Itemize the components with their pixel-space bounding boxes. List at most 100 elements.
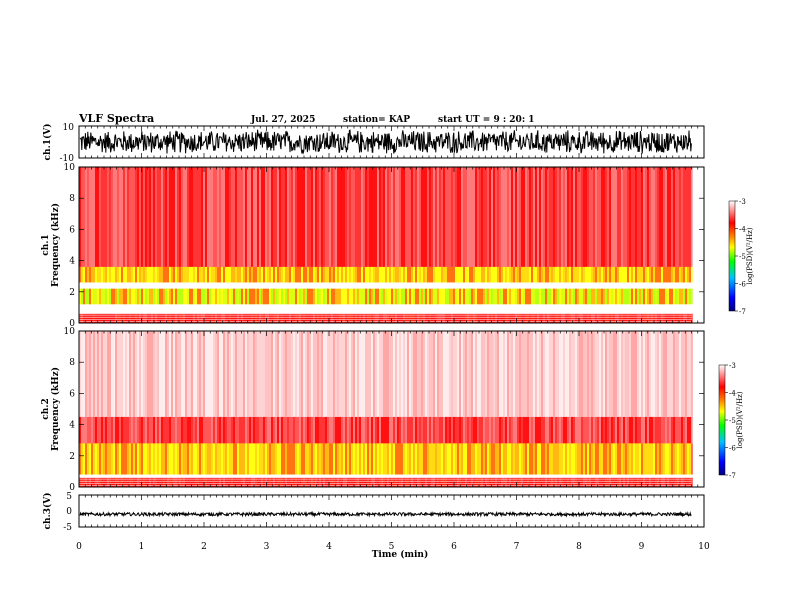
spectrogram-streak bbox=[567, 477, 569, 487]
ch3-waveform-xticks bbox=[78, 495, 705, 527]
spectrogram-streak bbox=[157, 477, 159, 487]
spectrogram-streak bbox=[229, 477, 231, 487]
spectrogram-streak bbox=[183, 266, 185, 283]
spectrogram-streak bbox=[597, 266, 599, 283]
spectrogram-streak bbox=[419, 288, 421, 305]
spectrogram-streak bbox=[517, 416, 519, 444]
spectrogram-streak bbox=[321, 288, 323, 305]
spectrogram-streak bbox=[431, 266, 433, 283]
spectrogram-streak bbox=[657, 477, 659, 487]
spectrogram-streak bbox=[503, 313, 505, 323]
spectrogram-streak bbox=[121, 288, 123, 305]
spectrogram-streak bbox=[641, 477, 643, 487]
spectrogram-streak bbox=[501, 477, 503, 487]
spectrogram-streak bbox=[335, 416, 337, 444]
spectrogram-streak bbox=[123, 443, 125, 475]
spectrogram-streak bbox=[93, 313, 95, 323]
spectrogram-streak bbox=[567, 266, 569, 283]
spectrogram-streak bbox=[427, 266, 429, 283]
spectrogram-streak bbox=[275, 416, 277, 444]
spectrogram-streak bbox=[469, 331, 471, 417]
spectrogram-streak bbox=[97, 167, 99, 267]
spectrogram-streak bbox=[297, 167, 299, 267]
spectrogram-streak bbox=[293, 416, 295, 444]
spectrogram-streak bbox=[395, 167, 397, 267]
spectrogram-streak bbox=[119, 416, 121, 444]
spectrogram-streak bbox=[279, 266, 281, 283]
spectrogram-streak bbox=[483, 266, 485, 283]
spectrogram-streak bbox=[465, 477, 467, 487]
spectrogram-streak bbox=[229, 331, 231, 417]
spectrogram-streak bbox=[583, 477, 585, 487]
spectrogram-streak bbox=[673, 288, 675, 305]
spectrogram-streak bbox=[179, 416, 181, 444]
spectrogram-streak bbox=[273, 167, 275, 267]
spectrogram-streak bbox=[157, 288, 159, 305]
spectrogram-streak bbox=[385, 416, 387, 444]
spectrogram-streak bbox=[527, 313, 529, 323]
spectrogram-streak bbox=[91, 288, 93, 305]
spectrogram-streak bbox=[421, 443, 423, 475]
spectrogram-streak bbox=[385, 288, 387, 305]
spectrogram-streak bbox=[413, 266, 415, 283]
spectrogram-streak bbox=[541, 266, 543, 283]
spectrogram-streak bbox=[367, 288, 369, 305]
spectrogram-streak bbox=[495, 416, 497, 444]
spectrogram-streak bbox=[395, 313, 397, 323]
spectrogram-streak bbox=[207, 288, 209, 305]
spectrogram-streak bbox=[411, 443, 413, 475]
spectrogram-streak bbox=[139, 288, 141, 305]
spectrogram-streak bbox=[301, 288, 303, 305]
spectrogram-streak bbox=[497, 443, 499, 475]
spectrogram-streak bbox=[517, 288, 519, 305]
spectrogram-streak bbox=[85, 313, 87, 323]
spectrogram-streak bbox=[209, 288, 211, 305]
spectrogram-streak bbox=[271, 288, 273, 305]
spectrogram-streak bbox=[523, 266, 525, 283]
spectrogram-streak bbox=[291, 443, 293, 475]
spectrogram-streak bbox=[575, 443, 577, 475]
spectrogram-streak bbox=[105, 313, 107, 323]
spectrogram-streak bbox=[371, 477, 373, 487]
spectrogram-streak bbox=[297, 443, 299, 475]
spectrogram-streak bbox=[325, 313, 327, 323]
spectrogram-streak bbox=[89, 288, 91, 305]
spectrogram-streak bbox=[339, 313, 341, 323]
spectrogram-streak bbox=[609, 331, 611, 417]
spectrogram-streak bbox=[357, 477, 359, 487]
spectrogram-streak bbox=[173, 313, 175, 323]
spectrogram-streak bbox=[511, 331, 513, 417]
spectrogram-streak bbox=[515, 477, 517, 487]
spectrogram-streak bbox=[161, 416, 163, 444]
spectrogram-streak bbox=[225, 331, 227, 417]
spectrogram-streak bbox=[309, 313, 311, 323]
spectrogram-streak bbox=[327, 443, 329, 475]
spectrogram-streak bbox=[479, 266, 481, 283]
spectrogram-streak bbox=[141, 266, 143, 283]
spectrogram-streak bbox=[211, 443, 213, 475]
spectrogram-streak bbox=[559, 416, 561, 444]
spectrogram-streak bbox=[613, 313, 615, 323]
spectrogram-streak bbox=[89, 313, 91, 323]
spectrogram-streak bbox=[303, 331, 305, 417]
spectrogram-streak bbox=[463, 443, 465, 475]
spectrogram-streak bbox=[439, 416, 441, 444]
spectrogram-streak bbox=[617, 288, 619, 305]
spectrogram-streak bbox=[135, 416, 137, 444]
spectrogram-streak bbox=[683, 443, 685, 475]
spectrogram-streak bbox=[145, 288, 147, 305]
spectrogram-streak bbox=[501, 288, 503, 305]
spectrogram-streak bbox=[217, 477, 219, 487]
spectrogram-streak bbox=[551, 167, 553, 267]
spectrogram-streak bbox=[195, 313, 197, 323]
spectrogram-streak bbox=[523, 331, 525, 417]
spectrogram-streak bbox=[113, 313, 115, 323]
spectrogram-streak bbox=[627, 477, 629, 487]
spectrogram-streak bbox=[661, 331, 663, 417]
spectrogram-streak bbox=[531, 331, 533, 417]
spectrogram-streak bbox=[605, 167, 607, 267]
spectrogram-streak bbox=[121, 331, 123, 417]
spectrogram-streak bbox=[555, 331, 557, 417]
spectrogram-streak bbox=[345, 313, 347, 323]
spectrogram-streak bbox=[449, 477, 451, 487]
